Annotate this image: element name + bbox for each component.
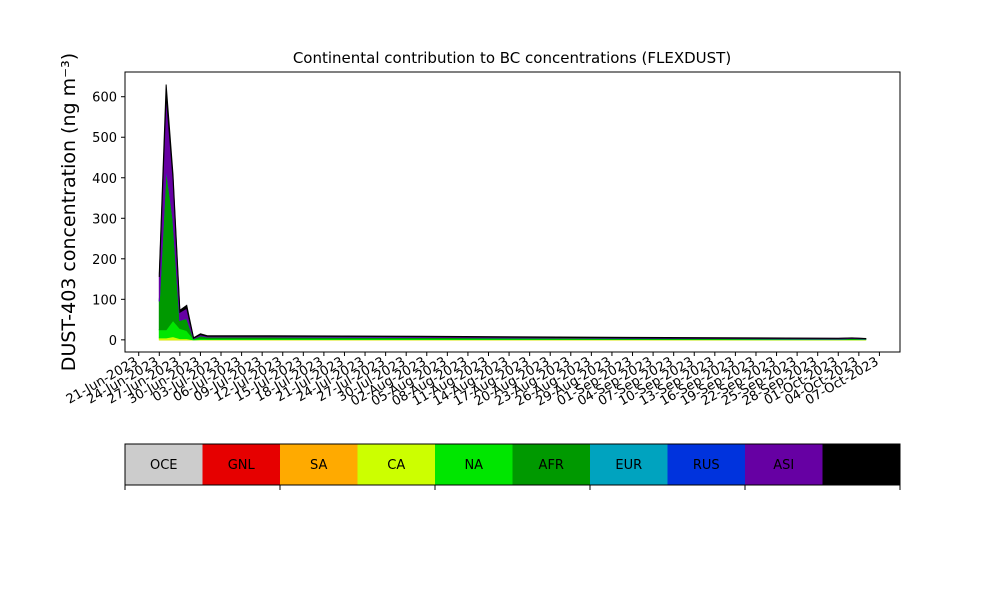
legend-frame [124, 443, 901, 486]
y-tick-label: 300 [92, 212, 117, 227]
legend-swatch [357, 444, 435, 485]
area [158, 94, 867, 340]
y-axis-label: DUST-403 concentration (ng m⁻³) [58, 53, 80, 371]
area [158, 84, 867, 340]
y-tick-label: 100 [92, 293, 117, 308]
legend-label: SA [310, 458, 327, 473]
legend-swatch [280, 444, 358, 485]
legend-label: ASI [773, 458, 794, 473]
plot-frame [124, 71, 901, 353]
legend-swatch [667, 444, 745, 485]
legend-swatch [202, 444, 280, 485]
y-tick-label: 600 [92, 91, 117, 106]
y-tick-label: 400 [92, 172, 117, 187]
legend-swatch [745, 444, 823, 485]
y-tick-label: 500 [92, 131, 117, 146]
legend-label: NA [464, 458, 483, 473]
legend-label: EUR [615, 458, 642, 473]
legend-swatch [125, 444, 203, 485]
legend-label: AUS [848, 458, 875, 473]
legend-swatch [435, 444, 513, 485]
y-tick-label: 200 [92, 253, 117, 268]
legend-label: AFR [539, 458, 564, 473]
area [158, 167, 866, 340]
legend-swatch [512, 444, 590, 485]
legend-label: OCE [150, 458, 178, 473]
legend-label: RUS [693, 458, 720, 473]
legend-swatch [590, 444, 668, 485]
y-tick-label: 0 [109, 334, 117, 349]
area [158, 167, 866, 340]
area [158, 167, 867, 340]
legend-swatch [822, 444, 900, 485]
colorbar-ticks [124, 485, 901, 490]
legend-label: CA [387, 458, 405, 473]
legend-label: GNL [228, 458, 256, 473]
chart-title: Continental contribution to BC concentra… [293, 49, 731, 67]
